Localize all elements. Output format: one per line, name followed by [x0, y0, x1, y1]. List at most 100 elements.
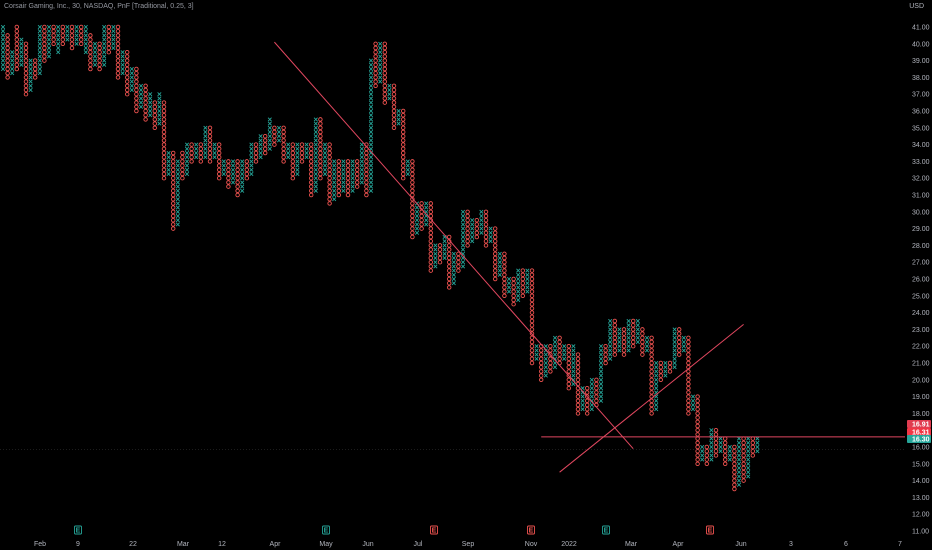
o-box: [557, 352, 562, 357]
o-box: [170, 175, 176, 181]
x-box: [304, 146, 309, 151]
x-box: [672, 327, 677, 332]
earnings-marker[interactable]: E: [430, 525, 438, 535]
o-box: [575, 406, 581, 412]
x-box: [129, 79, 134, 84]
earnings-marker[interactable]: E: [602, 525, 610, 535]
o-column: [262, 133, 268, 156]
time-axis[interactable]: Feb 9 22 Mar 12 Apr May Jun Jul Sep Nov 2022 Mar Apr J…: [34, 541, 902, 548]
x-box: [166, 159, 171, 164]
earnings-marker[interactable]: E: [322, 525, 330, 535]
o-box: [612, 335, 618, 341]
o-box: [97, 54, 102, 59]
earnings-label: E: [529, 528, 534, 535]
x-box: [589, 407, 594, 412]
x-box: [313, 117, 318, 122]
x-box: [341, 176, 346, 181]
o-box: [327, 188, 332, 194]
o-box: [354, 159, 360, 164]
x-box: [313, 125, 318, 130]
o-column: [391, 83, 397, 131]
price-tick-label: 23.00: [912, 327, 930, 334]
x-box: [166, 171, 171, 177]
o-box: [226, 171, 231, 177]
x-box: [626, 344, 631, 349]
x-box: [414, 205, 420, 210]
o-box: [216, 159, 222, 164]
x-box: [65, 33, 70, 38]
x-box: [654, 360, 659, 366]
x-box: [718, 440, 723, 445]
x-box: [166, 167, 171, 172]
drawings-layer[interactable]: [0, 41, 905, 473]
x-box: [543, 360, 548, 366]
o-box: [88, 54, 93, 59]
o-box: [345, 188, 351, 194]
x-box: [175, 167, 180, 172]
o-box: [115, 58, 121, 63]
x-box: [368, 104, 374, 109]
x-box: [727, 449, 732, 454]
o-box: [695, 423, 700, 429]
o-box: [529, 352, 535, 357]
x-box: [102, 58, 107, 63]
x-column: [212, 142, 217, 160]
o-box: [529, 280, 535, 286]
x-column: [74, 24, 79, 46]
o-box: [318, 146, 323, 152]
earnings-marker[interactable]: E: [74, 525, 82, 535]
o-box: [327, 146, 332, 152]
o-box: [428, 243, 434, 248]
o-box: [649, 411, 654, 416]
o-box: [226, 180, 231, 185]
x-box: [654, 373, 659, 378]
x-box: [332, 176, 337, 181]
o-box: [686, 373, 691, 378]
o-box: [410, 196, 415, 202]
o-box: [290, 167, 296, 173]
x-box: [755, 444, 760, 450]
o-box: [419, 217, 424, 223]
o-box: [566, 348, 572, 353]
o-box: [566, 364, 572, 370]
x-box: [368, 96, 374, 101]
x-box: [332, 159, 337, 164]
earnings-marker[interactable]: E: [527, 525, 535, 535]
o-box: [170, 213, 176, 219]
x-box: [10, 54, 15, 59]
o-box: [732, 469, 737, 475]
x-box: [212, 155, 217, 160]
o-box: [161, 108, 167, 114]
o-box: [161, 175, 167, 181]
o-box: [88, 45, 93, 51]
price-axis[interactable]: 11.0012.0013.0014.0015.0016.0017.0018.00…: [912, 25, 930, 536]
o-box: [115, 28, 121, 34]
o-column: [51, 24, 56, 47]
o-box: [23, 45, 29, 51]
chart-legend[interactable]: Corsair Gaming, Inc., 30, NASDAQ, PnF [T…: [4, 3, 194, 10]
o-box: [235, 180, 240, 185]
x-box: [212, 150, 217, 156]
price-tick-label: 28.00: [912, 243, 930, 250]
earnings-marker[interactable]: E: [706, 525, 714, 535]
x-box: [506, 281, 512, 286]
o-box: [465, 213, 470, 219]
x-box: [240, 188, 245, 193]
o-box: [428, 201, 434, 206]
o-box: [32, 58, 38, 63]
x-box: [148, 92, 153, 97]
o-box: [143, 117, 148, 122]
o-box: [713, 444, 719, 450]
o-box: [428, 255, 434, 261]
o-box: [640, 348, 645, 353]
x-column: [359, 142, 364, 185]
o-box: [686, 402, 691, 408]
o-box: [649, 360, 654, 366]
x-box: [19, 37, 24, 42]
plot-area[interactable]: [0, 24, 760, 492]
o-box: [594, 381, 599, 387]
o-box: [437, 243, 443, 248]
x-box: [203, 134, 208, 139]
